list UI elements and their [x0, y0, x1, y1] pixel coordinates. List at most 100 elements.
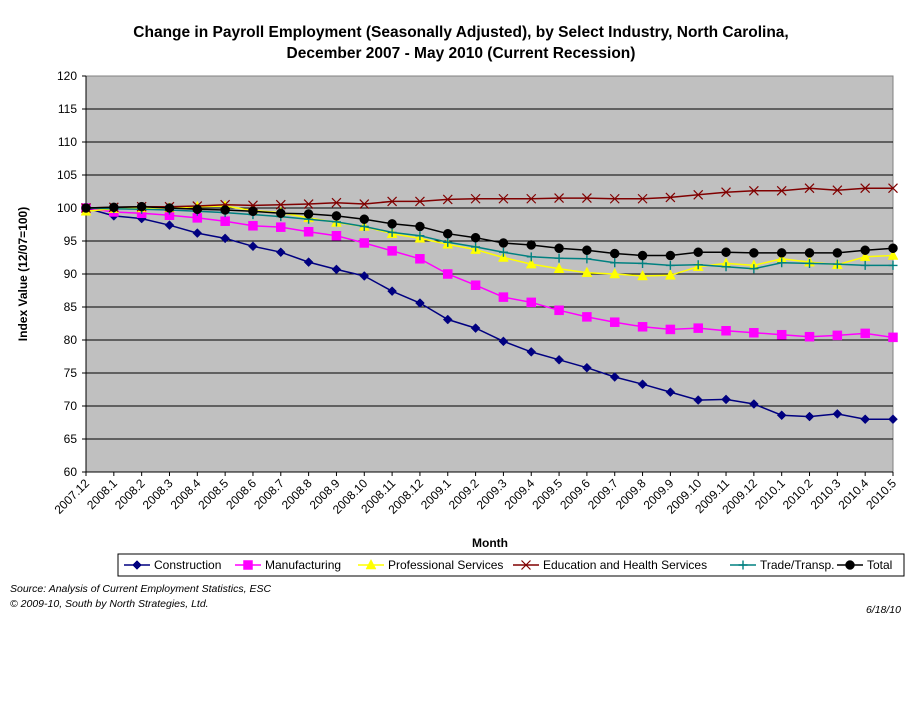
series-manufacturing-point — [276, 222, 286, 232]
series-professional-services-point — [497, 251, 509, 262]
series-education-and-health-services-point — [554, 193, 564, 204]
series-manufacturing-point — [749, 327, 759, 338]
series-education-and-health-services-point — [860, 183, 871, 194]
y-tick-label: 95 — [64, 234, 78, 248]
series-construction-point — [442, 314, 453, 325]
series-construction-point — [554, 354, 564, 365]
series-total-point — [637, 250, 648, 261]
series-total-point — [888, 243, 898, 254]
series-education-and-health-services-point — [776, 185, 787, 196]
x-tick-label: 2010.1 — [752, 476, 788, 512]
series-education-and-health-services-point — [303, 199, 314, 209]
series-total-point — [331, 211, 342, 221]
series-total-point — [470, 232, 481, 243]
series-construction-point — [693, 395, 704, 405]
series-manufacturing-point — [470, 280, 481, 290]
y-tick-label: 105 — [57, 168, 77, 182]
series-manufacturing-point — [637, 322, 648, 332]
series-total-point — [721, 247, 731, 257]
series-professional-services-line — [85, 205, 894, 277]
series-construction-point — [387, 286, 397, 297]
y-tick-label: 100 — [57, 201, 77, 215]
series-manufacturing-point — [554, 305, 564, 316]
series-manufacturing-point — [665, 324, 676, 335]
series-construction-point — [637, 379, 648, 390]
series-manufacturing-point — [693, 323, 703, 333]
series-education-and-health-services — [81, 183, 898, 213]
series-construction-point — [415, 298, 425, 308]
x-tick-label: 2010.4 — [835, 476, 871, 512]
source-note: Source: Analysis of Current Employment S… — [10, 583, 272, 595]
series-total-point — [582, 245, 592, 255]
series-education-and-health-services-point — [526, 193, 537, 204]
series-construction-point — [860, 414, 871, 425]
series-education-and-health-services-point — [609, 193, 620, 204]
y-tick-label: 120 — [57, 69, 77, 83]
series-education-and-health-services-point — [665, 192, 676, 203]
x-tick-label: 2008.2 — [112, 476, 148, 512]
series-trade-transp — [81, 203, 898, 274]
x-tick-label: 2008.3 — [140, 476, 176, 512]
series-construction-point — [804, 411, 815, 422]
series-manufacturing-point — [860, 328, 870, 339]
series-professional-services-point — [581, 266, 593, 277]
x-tick-label: 2008.8 — [279, 476, 315, 512]
x-tick-label: 2008.6 — [223, 476, 259, 512]
x-tick-label: 2008.7 — [251, 476, 287, 512]
series-trade-transp-point — [777, 258, 787, 268]
series-construction-point — [582, 362, 592, 373]
legend-manufacturing-label: Manufacturing — [265, 558, 341, 572]
series-trade-transp-point — [693, 260, 703, 270]
legend-total-point — [845, 560, 855, 570]
x-tick-label: 2010.3 — [808, 476, 844, 512]
series-total-point — [136, 201, 147, 212]
series-construction-point — [609, 372, 620, 382]
series-total-point — [220, 205, 230, 215]
series-total-point — [359, 214, 370, 224]
x-tick-label: 2008.4 — [168, 476, 204, 512]
series-manufacturing-point — [387, 246, 397, 256]
series-construction-point — [526, 347, 537, 357]
series-construction-point — [665, 387, 676, 397]
series-total-point — [415, 221, 425, 232]
legend-professional-services-label: Professional Services — [388, 558, 503, 572]
series-construction — [81, 203, 898, 425]
legend-manufacturing-point — [243, 560, 253, 570]
series-trade-transp-point — [638, 258, 648, 268]
y-tick-label: 80 — [64, 333, 78, 347]
series-trade-transp-point — [749, 264, 759, 274]
y-tick-label: 75 — [64, 366, 78, 380]
series-construction-point — [220, 233, 230, 244]
legend-professional-services-point — [365, 558, 377, 570]
series-trade-transp-point — [498, 247, 508, 257]
legend-box — [117, 553, 905, 577]
x-tick-label: 2009.6 — [557, 476, 593, 512]
series-construction-point — [498, 336, 509, 347]
y-tick-label: 65 — [64, 432, 78, 446]
series-education-and-health-services-point — [442, 194, 453, 205]
series-trade-transp-point — [888, 260, 898, 270]
series-total-point — [443, 228, 453, 239]
legend-total: Total — [837, 558, 892, 572]
x-axis: 2007.122008.12008.22008.32008.42008.5200… — [52, 471, 899, 517]
series-manufacturing-point — [498, 292, 509, 302]
y-axis: 60 65 70 75 80 85 90 95 100 105 110 115 120 — [57, 69, 87, 479]
series-trade-transp-point — [554, 253, 564, 263]
series-construction-point — [776, 410, 787, 421]
x-tick-label: 2008.1 — [84, 476, 120, 512]
series-total-point — [109, 202, 119, 213]
series-manufacturing-point — [804, 331, 815, 342]
series-construction-point — [303, 257, 314, 267]
series-total-point — [804, 248, 815, 258]
series-education-and-health-services-line — [85, 187, 893, 209]
series-education-and-health-services-point — [804, 183, 815, 194]
series-professional-services-point — [637, 269, 648, 281]
legend-construction-label: Construction — [154, 558, 221, 572]
series-construction-point — [470, 323, 481, 333]
series-construction-point — [248, 241, 258, 252]
y-tick-label: 110 — [58, 135, 77, 149]
series-construction-point — [192, 228, 203, 238]
x-tick-label: 2009.4 — [502, 476, 538, 512]
legend-education-and-health-services: Education and Health Services — [513, 558, 707, 572]
